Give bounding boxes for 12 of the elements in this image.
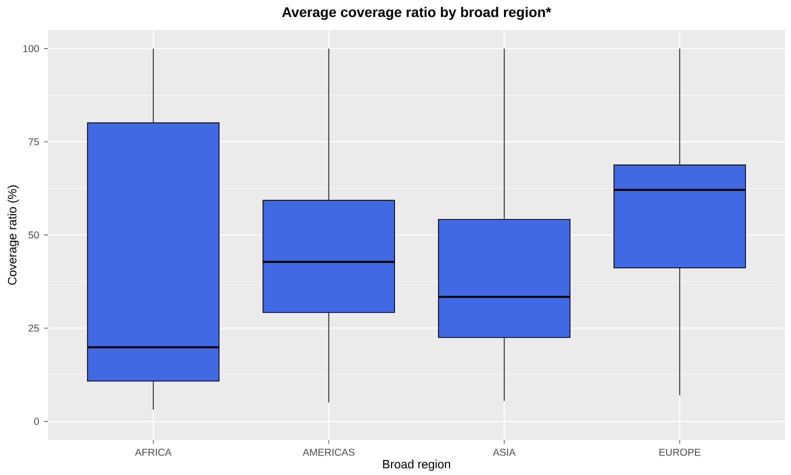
chart-title: Average coverage ratio by broad region*	[282, 6, 552, 20]
y-tick-label: 0	[34, 418, 39, 425]
x-tick-label: AMERICAS	[302, 448, 354, 456]
x-tick-label: AFRICA	[134, 448, 172, 456]
x-tick-label: ASIA	[492, 448, 516, 456]
y-axis-title: Coverage ratio (%)	[8, 185, 19, 285]
y-tick-label: 50	[28, 231, 39, 239]
y-tick-label: 100	[23, 45, 39, 52]
y-tick-label: 25	[28, 324, 39, 332]
x-axis-title: Broad region	[383, 460, 450, 471]
x-tick-label: EUROPE	[659, 448, 700, 456]
y-tick-label: 75	[28, 138, 39, 146]
